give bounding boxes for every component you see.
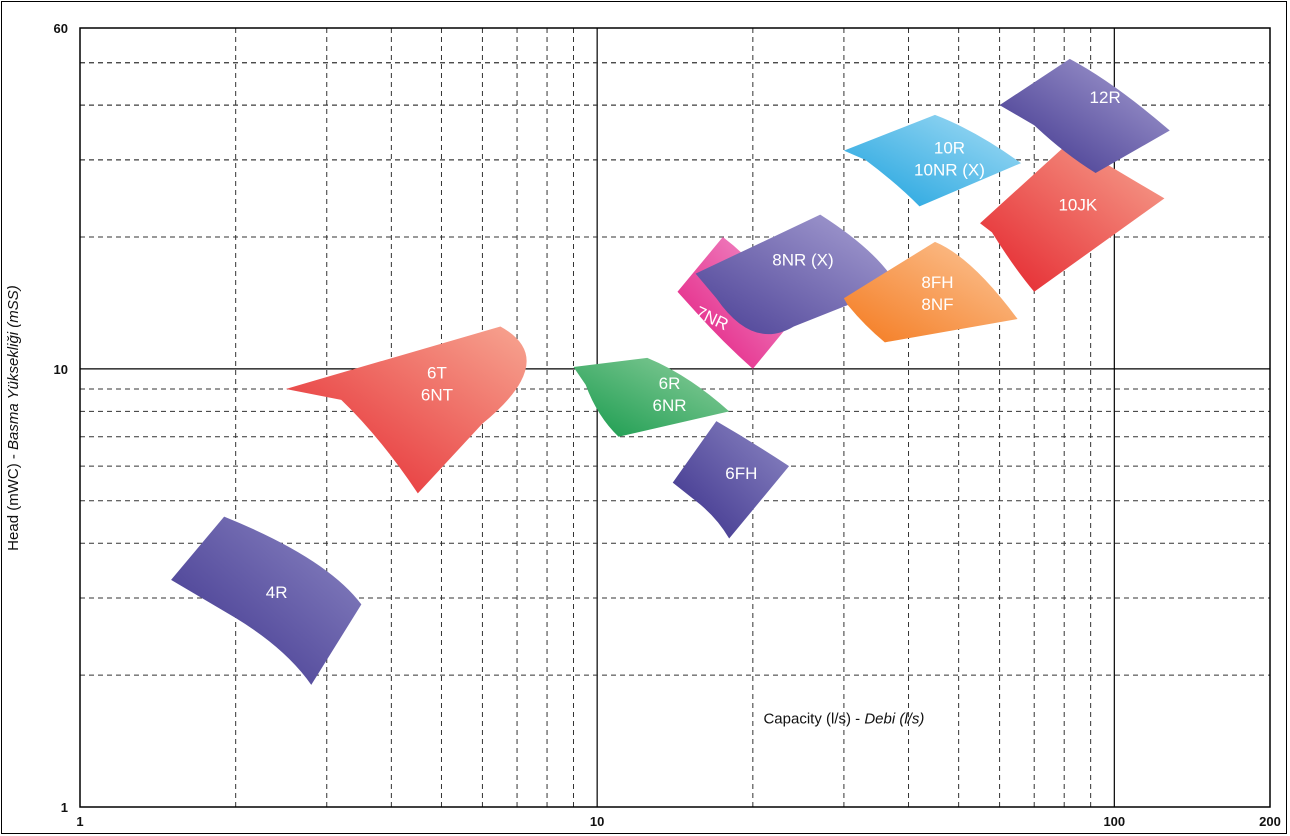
region-label: 6FH (725, 464, 757, 483)
x-tick-label: 1 (76, 814, 83, 829)
region-label: 6T 6NT (421, 364, 453, 405)
x-tick-label: 200 (1259, 814, 1281, 829)
x-axis-label: Capacity (l/s) - Debi (l/s) (763, 711, 924, 728)
pump-regions (171, 58, 1170, 685)
region-8fh-8nf (843, 241, 1018, 343)
x-tick-label: 10 (590, 814, 604, 829)
y-tick-label: 60 (54, 21, 68, 36)
y-tick-label: 10 (54, 362, 68, 377)
region-6t-6nt (285, 326, 527, 494)
region-label: 8NR (X) (772, 251, 833, 270)
y-tick-label: 1 (61, 800, 68, 815)
region-10r-10nr-x (843, 114, 1021, 207)
y-axis-label: Head (mWC) - Basma Yüksekliği (mSS) (5, 285, 22, 551)
region-10jk (980, 141, 1165, 292)
region-8nr-x (695, 214, 898, 335)
region-label: 10JK (1058, 195, 1097, 214)
region-6fh (672, 421, 790, 539)
region-label: 6R 6NR (652, 374, 686, 415)
plot-border (79, 27, 1271, 808)
region-label: 12R (1090, 88, 1121, 107)
tick-labels: 1 10 100 200 1 10 60 (54, 21, 1281, 829)
region-4r (171, 516, 362, 685)
region-12r (999, 58, 1170, 174)
region-label: 4R (266, 583, 288, 602)
region-6r-6nr (573, 357, 730, 437)
region-label: 10R 10NR (X) (914, 139, 985, 180)
x-tick-label: 100 (1103, 814, 1125, 829)
region-label: 8FH 8NF (921, 273, 953, 314)
